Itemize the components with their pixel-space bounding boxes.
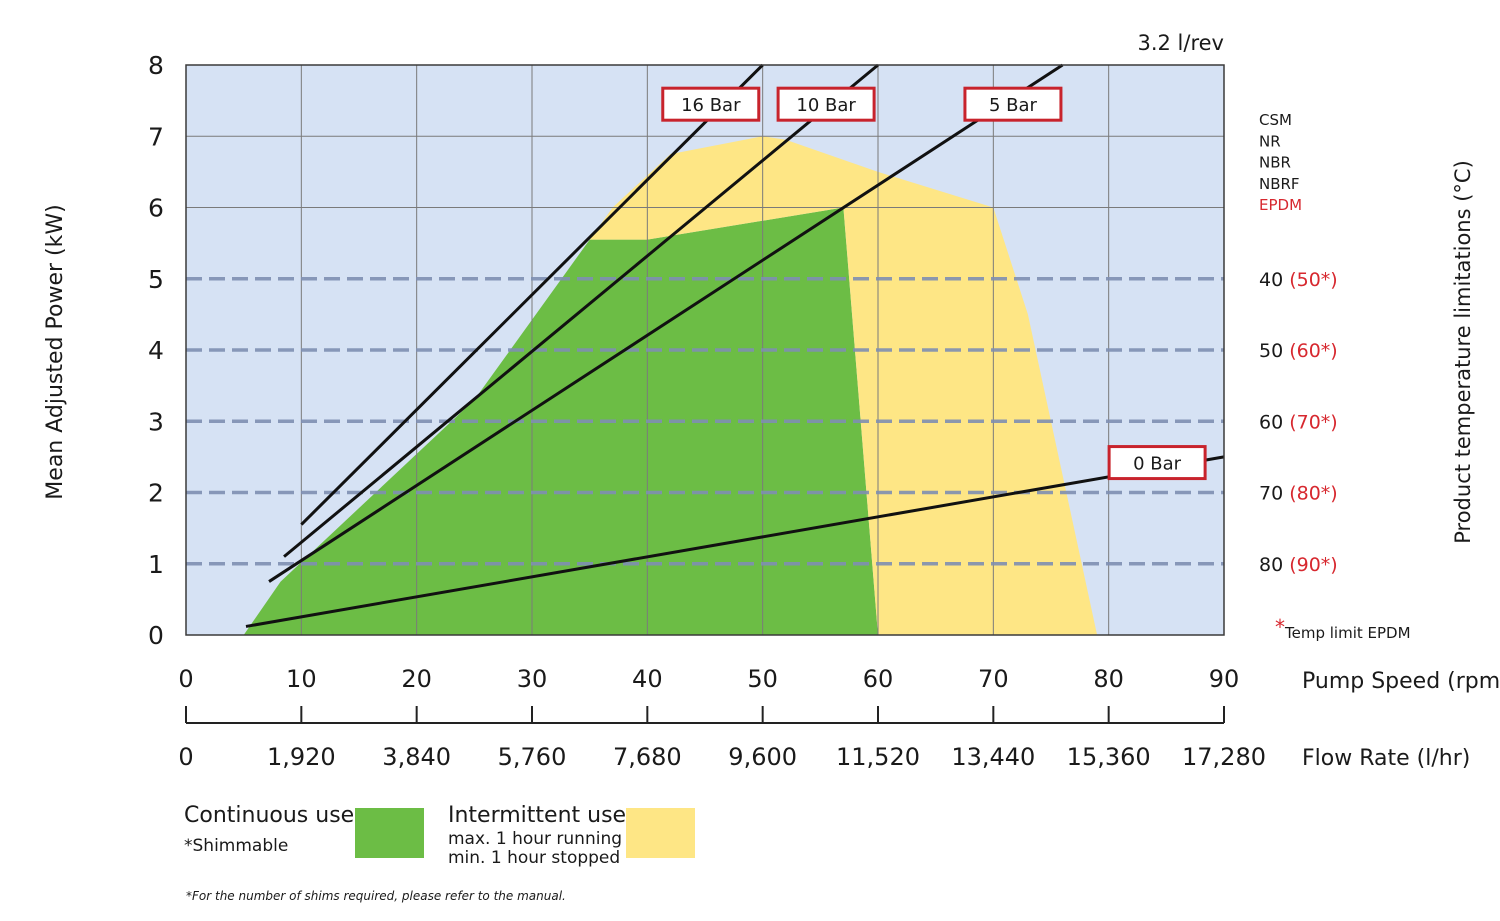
legend-intermittent-title: Intermittent use xyxy=(448,803,627,828)
flow-tick-label: 13,440 xyxy=(951,743,1035,771)
pressure-label-box xyxy=(776,86,876,122)
flow-tick-label: 0 xyxy=(178,743,193,771)
pressure-label: 5 Bar xyxy=(989,95,1038,116)
temperature-labels: CSM NR NBR NBRF EPDM 40 (50*) 50 (60*) 60 (70*)… xyxy=(1259,111,1338,576)
y-tick-labels: 0 1 2 3 4 5 6 7 8 xyxy=(148,51,164,650)
x-tick-label: 50 xyxy=(747,665,778,693)
pressure-labels: 16 Bar 10 Bar 5 Bar 0 Bar xyxy=(661,86,1207,481)
temperature-limit: 60 (70*) xyxy=(1259,411,1338,433)
flow-axis-label: Flow Rate (l/hr) xyxy=(1302,746,1470,771)
x-tick-label: 20 xyxy=(401,665,432,693)
flow-tick-label: 17,280 xyxy=(1182,743,1266,771)
pressure-label: 0 Bar xyxy=(1133,454,1182,475)
y-tick-label: 5 xyxy=(148,265,164,294)
y-tick-label: 3 xyxy=(148,407,164,436)
pressure-line xyxy=(245,455,1225,628)
y-tick-label: 4 xyxy=(148,336,164,365)
plot-frame xyxy=(185,64,1225,636)
right-y-axis-label: Product temperature limitations (°C) xyxy=(1451,160,1475,544)
legend-intermittent-line1: max. 1 hour running xyxy=(448,829,623,849)
footnote-text: For the number of shims required, please… xyxy=(192,889,566,903)
legend-continuous-swatch xyxy=(355,808,424,858)
elastomer-label: NBRF xyxy=(1259,175,1300,193)
y-tick-label: 1 xyxy=(148,550,164,579)
y-tick-label: 8 xyxy=(148,51,164,80)
flow-tick-label: 15,360 xyxy=(1067,743,1151,771)
x-tick-label: 70 xyxy=(978,665,1009,693)
flow-tick-label: 5,760 xyxy=(498,743,567,771)
temp-limit-star: * xyxy=(1275,615,1285,639)
y-tick-label: 2 xyxy=(148,479,164,508)
x-tick-label: 90 xyxy=(1209,665,1240,693)
flow-axis: 0 1,920 3,840 5,760 7,680 9,600 11,520 13,440 15… xyxy=(178,706,1266,771)
temperature-dashed-lines xyxy=(186,277,1224,566)
pressure-label-box xyxy=(661,86,761,122)
x-tick-label: 60 xyxy=(863,665,894,693)
x-tick-label: 0 xyxy=(178,665,193,693)
x-tick-label: 40 xyxy=(632,665,663,693)
temperature-limit: 70 (80*) xyxy=(1259,483,1338,505)
legend-continuous-note: *Shimmable xyxy=(184,836,289,856)
elastomer-label: NBR xyxy=(1259,154,1291,172)
footnote: *For the number of shims required, pleas… xyxy=(186,889,566,903)
area-intermittent xyxy=(589,136,1098,636)
legend-continuous-title: Continuous use xyxy=(184,803,355,828)
y-tick-label: 6 xyxy=(148,194,164,223)
pressure-label: 16 Bar xyxy=(681,95,741,116)
displacement-label: 3.2 l/rev xyxy=(1137,31,1224,55)
temperature-limit: 40 (50*) xyxy=(1259,269,1338,291)
legend-intermittent-line2: min. 1 hour stopped xyxy=(448,848,621,868)
temperature-limit: 80 (90*) xyxy=(1259,554,1338,576)
pressure-line xyxy=(283,63,879,558)
y-tick-label: 7 xyxy=(148,122,164,151)
x-tick-label: 30 xyxy=(517,665,548,693)
elastomer-label: CSM xyxy=(1259,111,1292,129)
pressure-label-box xyxy=(1107,445,1207,481)
elastomer-label: NR xyxy=(1259,132,1281,150)
flow-tick-label: 1,920 xyxy=(267,743,336,771)
legend-intermittent-swatch xyxy=(626,808,695,858)
flow-tick-label: 9,600 xyxy=(728,743,797,771)
x-tick-label: 80 xyxy=(1093,665,1124,693)
x-axis-label: Pump Speed (rpm) xyxy=(1302,669,1500,694)
pressure-lines xyxy=(245,63,1225,628)
pressure-label: 10 Bar xyxy=(796,95,856,116)
temp-limit-note: *Temp limit EPDM xyxy=(1275,615,1411,642)
flow-tick-label: 7,680 xyxy=(613,743,682,771)
temperature-limit: 50 (60*) xyxy=(1259,340,1338,362)
flow-tick-label: 3,840 xyxy=(382,743,451,771)
pressure-label-box xyxy=(963,86,1063,122)
elastomer-label: EPDM xyxy=(1259,196,1302,214)
pressure-line xyxy=(268,63,1064,583)
pressure-line xyxy=(300,63,764,526)
y-tick-label: 0 xyxy=(148,621,164,650)
footnote-star: * xyxy=(186,889,192,903)
x-tick-labels: 0 10 20 30 40 50 60 70 80 90 xyxy=(178,665,1239,693)
flow-tick-label: 11,520 xyxy=(836,743,920,771)
y-axis-label: Mean Adjusted Power (kW) xyxy=(43,204,68,499)
x-tick-label: 10 xyxy=(286,665,317,693)
temp-limit-text: Temp limit EPDM xyxy=(1284,624,1411,642)
